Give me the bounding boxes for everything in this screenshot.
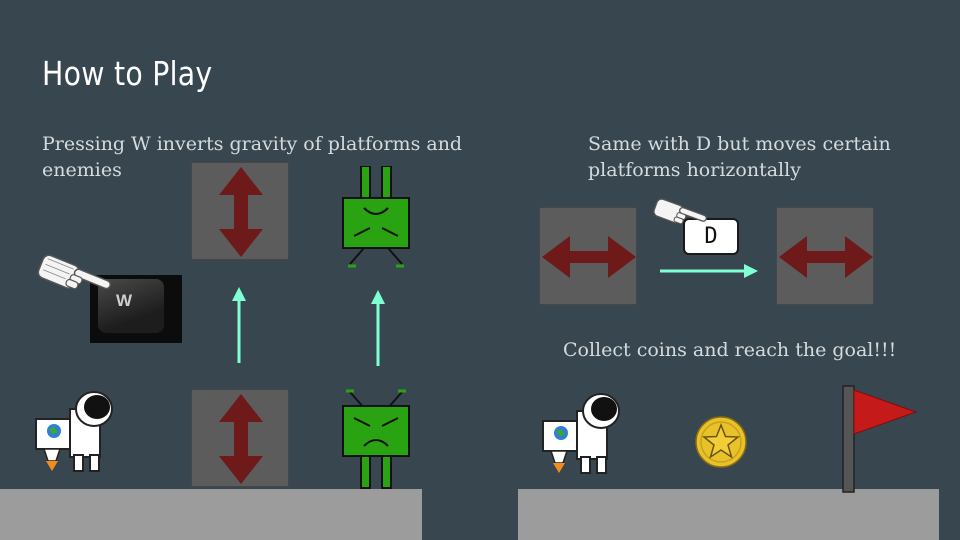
hand-pointer-icon xyxy=(37,254,112,290)
caption-gravity: Pressing W inverts gravity of platforms … xyxy=(42,133,463,181)
d-key: D xyxy=(683,218,739,255)
astronaut-icon xyxy=(542,393,620,474)
goal-flag-icon xyxy=(842,385,918,493)
right-arrow-icon xyxy=(660,264,758,278)
w-key-photo: W xyxy=(90,275,182,343)
astronaut-icon xyxy=(35,391,113,472)
enemy-icon xyxy=(342,166,410,268)
vertical-arrow-icon xyxy=(219,394,263,484)
horizontal-arrow-icon xyxy=(542,236,636,278)
coin-icon xyxy=(695,416,747,468)
up-arrow-icon xyxy=(371,290,385,366)
ground-left xyxy=(0,489,422,540)
gravity-block-bottom xyxy=(191,389,289,487)
vertical-arrow-icon xyxy=(219,167,263,257)
horizontal-arrow-icon xyxy=(779,236,873,278)
ground-right xyxy=(518,489,939,540)
enemy-icon xyxy=(342,389,410,489)
caption-goal: Collect coins and reach the goal!!! xyxy=(563,339,897,361)
slide-title: How to Play xyxy=(42,54,213,93)
caption-horizontal: Same with D but moves certain platforms … xyxy=(588,133,891,181)
horizontal-block-end xyxy=(776,207,874,305)
gravity-block-top xyxy=(191,162,289,260)
horizontal-block-start xyxy=(539,207,637,305)
up-arrow-icon xyxy=(232,287,246,363)
hand-pointer-icon xyxy=(653,198,707,225)
